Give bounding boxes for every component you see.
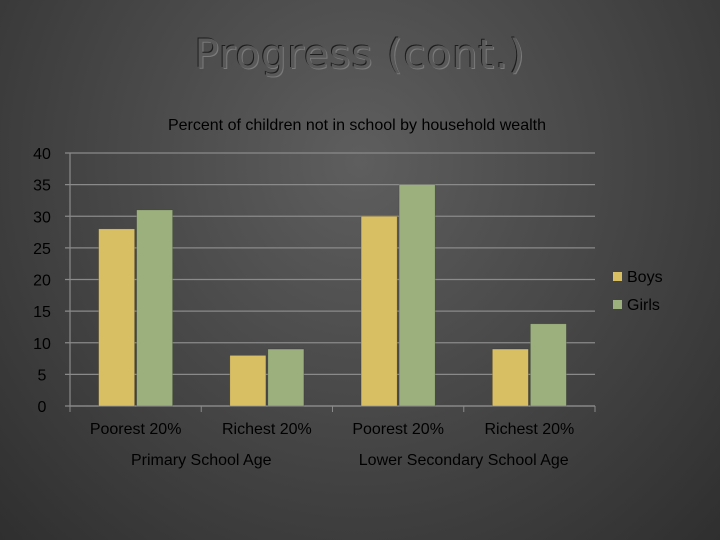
bar-boys [229,355,267,407]
bar-girls [267,348,305,407]
bar-boys [98,228,135,407]
labels: Percent of children not in school by hou… [33,117,574,469]
y-tick-label: 10 [33,336,51,353]
y-tick-label: 20 [33,273,51,290]
x-group-label: Primary School Age [131,452,272,469]
slide-title: Progress (cont.) [194,32,526,78]
legend-swatch-girls [613,300,622,309]
legend-label-girls: Girls [627,297,660,314]
y-tick-label: 15 [33,304,51,321]
bar-girls [398,184,436,407]
x-tick-label: Richest 20% [484,421,574,438]
y-tick-label: 35 [33,178,51,195]
x-group-label: Lower Secondary School Age [359,452,569,469]
legend-swatch-boys [613,272,622,281]
y-tick-label: 30 [33,209,51,226]
y-tick-label: 40 [33,146,51,163]
bar-girls [530,323,567,407]
legend: Boys Girls [613,269,663,314]
y-tick-label: 25 [33,241,51,258]
chart-title: Percent of children not in school by hou… [168,117,546,134]
bar-boys [360,215,398,407]
bar-boys [492,348,529,407]
bars [98,184,567,407]
bar-girls [136,209,173,407]
x-tick-label: Richest 20% [222,421,312,438]
x-tick-label: Poorest 20% [90,421,182,438]
y-tick-label: 5 [38,367,47,384]
y-tick-label: 0 [38,399,47,416]
legend-label-boys: Boys [627,269,663,286]
x-tick-label: Poorest 20% [352,421,444,438]
